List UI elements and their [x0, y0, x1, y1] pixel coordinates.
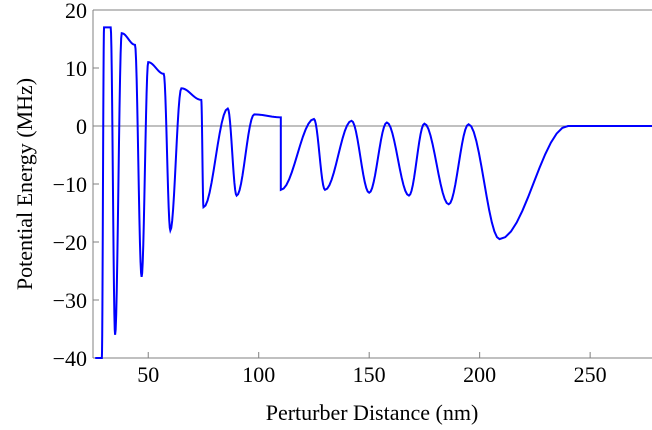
x-tick-label: 100	[242, 362, 275, 387]
y-tick-label: 20	[65, 0, 87, 23]
y-tick-label: −40	[53, 346, 87, 371]
y-tick-label: −30	[53, 288, 87, 313]
y-axis-title: Potential Energy (MHz)	[12, 78, 37, 290]
y-tick-label: −10	[53, 172, 87, 197]
x-tick-label: 200	[463, 362, 496, 387]
x-tick-label: 50	[137, 362, 159, 387]
series-line	[95, 26, 652, 359]
x-ticks: 50 100 150 200 250	[137, 352, 607, 387]
x-axis-title: Perturber Distance (nm)	[266, 400, 479, 425]
x-tick-label: 250	[574, 362, 607, 387]
x-tick-label: 150	[353, 362, 386, 387]
y-tick-label: 10	[65, 56, 87, 81]
y-tick-label: −20	[53, 230, 87, 255]
y-tick-label: 0	[76, 114, 87, 139]
y-ticks: 20 10 0 −10 −20 −30 −40	[53, 0, 99, 371]
